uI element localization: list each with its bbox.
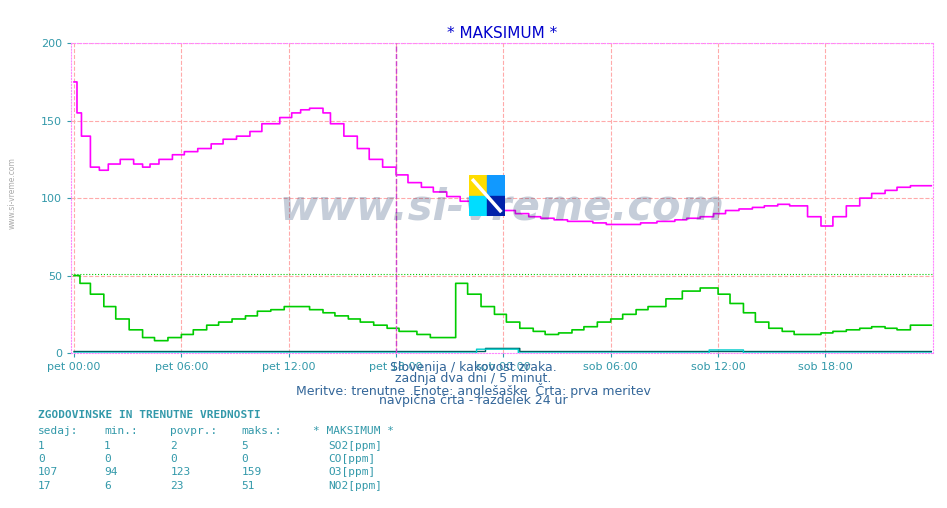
Text: sedaj:: sedaj:: [38, 426, 79, 436]
Text: 6: 6: [104, 481, 111, 491]
Text: povpr.:: povpr.:: [170, 426, 218, 436]
Text: 107: 107: [38, 467, 58, 478]
Text: NO2[ppm]: NO2[ppm]: [329, 481, 383, 491]
Text: 1: 1: [104, 441, 111, 451]
Bar: [487, 196, 505, 216]
Text: www.si-vreme.com: www.si-vreme.com: [8, 157, 17, 229]
Text: 0: 0: [170, 454, 177, 464]
Text: navpična črta - razdelek 24 ur: navpična črta - razdelek 24 ur: [379, 394, 568, 407]
Text: 1: 1: [38, 441, 45, 451]
Text: 5: 5: [241, 441, 248, 451]
Text: 94: 94: [104, 467, 117, 478]
Text: 159: 159: [241, 467, 261, 478]
Text: 0: 0: [241, 454, 248, 464]
Text: ZGODOVINSKE IN TRENUTNE VREDNOSTI: ZGODOVINSKE IN TRENUTNE VREDNOSTI: [38, 410, 260, 421]
Text: 51: 51: [241, 481, 255, 491]
Text: CO[ppm]: CO[ppm]: [329, 454, 376, 464]
Text: 2: 2: [170, 441, 177, 451]
Text: * MAKSIMUM *: * MAKSIMUM *: [313, 426, 394, 436]
Text: O3[ppm]: O3[ppm]: [329, 467, 376, 478]
Text: 23: 23: [170, 481, 184, 491]
Text: 0: 0: [38, 454, 45, 464]
Title: * MAKSIMUM *: * MAKSIMUM *: [447, 25, 557, 41]
Text: min.:: min.:: [104, 426, 138, 436]
Bar: [469, 175, 487, 196]
Bar: [487, 175, 505, 196]
Text: SO2[ppm]: SO2[ppm]: [329, 441, 383, 451]
Text: Meritve: trenutne  Enote: anglešaške  Črta: prva meritev: Meritve: trenutne Enote: anglešaške Črta…: [296, 383, 651, 398]
Text: www.si-vreme.com: www.si-vreme.com: [279, 186, 724, 229]
Text: maks.:: maks.:: [241, 426, 282, 436]
Text: zadnja dva dni / 5 minut.: zadnja dva dni / 5 minut.: [395, 372, 552, 385]
Text: Slovenija / kakovost zraka.: Slovenija / kakovost zraka.: [390, 361, 557, 374]
Text: 17: 17: [38, 481, 51, 491]
Bar: [469, 196, 487, 216]
Text: 0: 0: [104, 454, 111, 464]
Text: 123: 123: [170, 467, 190, 478]
